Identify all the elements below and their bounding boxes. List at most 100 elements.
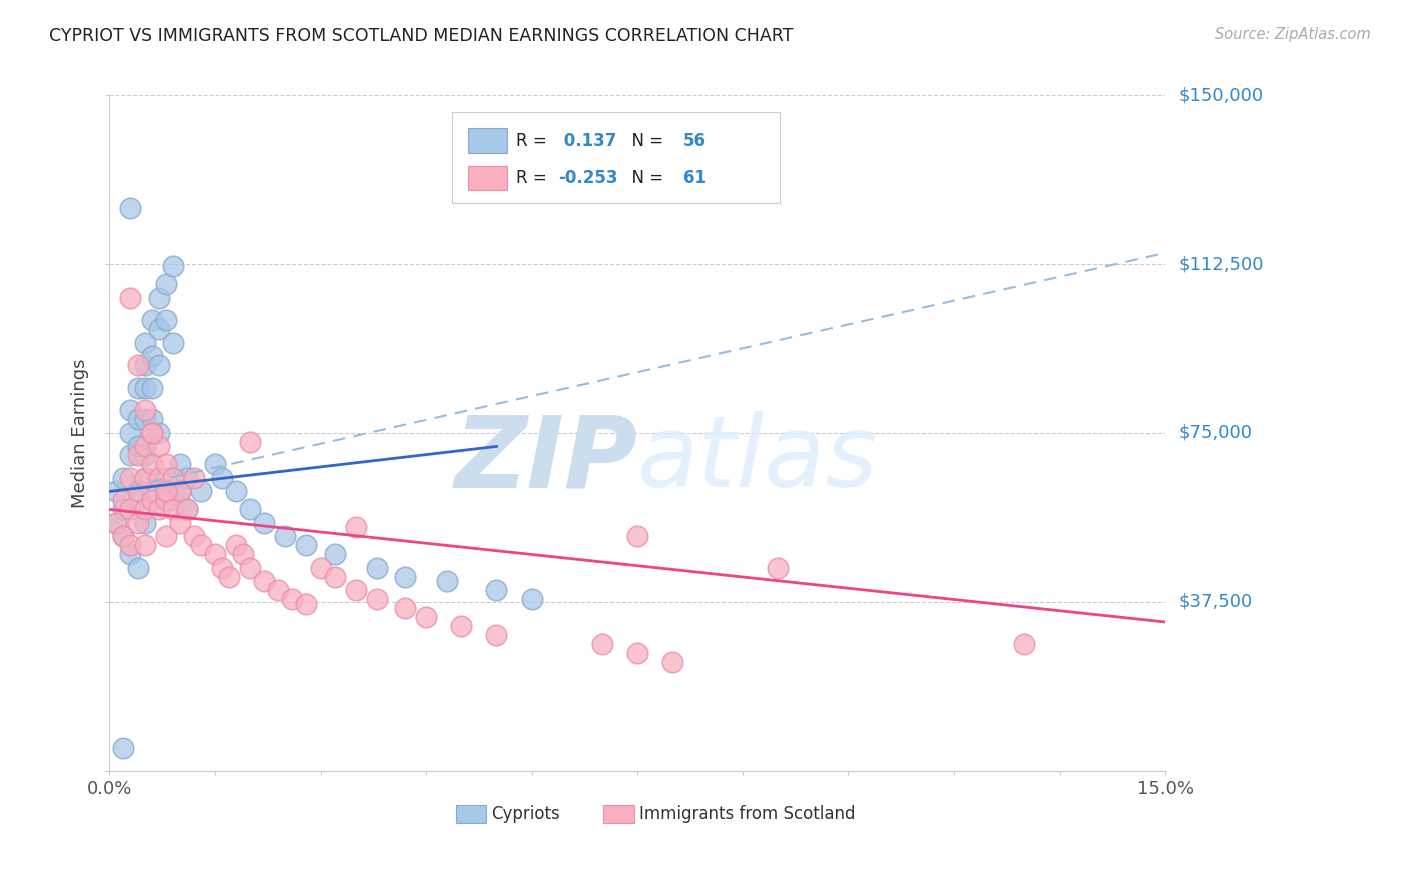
Point (112, 471, 135, 485)
Point (281, 592, 304, 607)
Point (162, 260, 184, 274)
FancyBboxPatch shape (456, 805, 486, 822)
Point (485, 583, 508, 598)
Text: CYPRIOT VS IMMIGRANTS FROM SCOTLAND MEDIAN EARNINGS CORRELATION CHART: CYPRIOT VS IMMIGRANTS FROM SCOTLAND MEDI… (49, 27, 793, 45)
Point (239, 502, 262, 516)
Point (127, 359, 149, 373)
Point (134, 471, 156, 485)
Point (112, 741, 135, 756)
Point (148, 425, 170, 440)
Text: $150,000: $150,000 (1180, 87, 1264, 104)
Point (105, 484, 128, 499)
Point (211, 471, 233, 485)
Point (239, 434, 262, 449)
Point (183, 529, 205, 543)
Point (253, 516, 276, 530)
Point (1014, 638, 1036, 652)
Point (141, 458, 163, 472)
Point (127, 439, 149, 453)
Point (183, 471, 205, 485)
Point (169, 484, 191, 499)
Text: Cypriots: Cypriots (492, 805, 560, 822)
Text: N =: N = (621, 169, 669, 186)
Point (155, 277, 177, 292)
Point (120, 403, 142, 417)
Point (450, 619, 472, 633)
Point (323, 570, 346, 584)
Point (127, 381, 149, 395)
Point (127, 561, 149, 575)
Point (591, 638, 613, 652)
Text: -0.253: -0.253 (558, 169, 617, 186)
Point (415, 610, 437, 624)
Point (112, 493, 135, 508)
Point (232, 548, 254, 562)
Point (134, 449, 156, 463)
Text: Immigrants from Scotland: Immigrants from Scotland (640, 805, 856, 822)
Point (218, 570, 240, 584)
Point (112, 502, 135, 516)
Point (155, 493, 177, 508)
Point (134, 335, 156, 350)
Point (239, 561, 262, 575)
Point (148, 359, 170, 373)
Point (176, 502, 198, 516)
Point (274, 529, 297, 543)
Point (134, 471, 156, 485)
Point (127, 412, 149, 426)
Point (148, 322, 170, 336)
Point (112, 529, 135, 543)
Point (120, 201, 142, 215)
Point (661, 656, 683, 670)
Point (120, 449, 142, 463)
Point (436, 574, 458, 589)
Point (148, 502, 170, 516)
Point (211, 561, 233, 575)
FancyBboxPatch shape (468, 166, 508, 190)
Text: 0.137: 0.137 (558, 132, 616, 150)
Text: $37,500: $37,500 (1180, 592, 1253, 611)
Point (323, 548, 346, 562)
Point (148, 471, 170, 485)
Point (134, 539, 156, 553)
Point (176, 502, 198, 516)
Point (204, 548, 226, 562)
FancyBboxPatch shape (468, 128, 508, 153)
Point (394, 601, 416, 615)
Point (162, 493, 184, 508)
Point (225, 539, 247, 553)
Point (127, 484, 149, 499)
Point (105, 516, 128, 530)
Text: $75,000: $75,000 (1180, 424, 1253, 442)
Point (127, 449, 149, 463)
Point (626, 647, 648, 661)
Point (394, 570, 416, 584)
Point (155, 471, 177, 485)
Point (134, 403, 156, 417)
Point (112, 529, 135, 543)
Point (134, 359, 156, 373)
Point (162, 502, 184, 516)
Text: R =: R = (516, 132, 551, 150)
Point (141, 313, 163, 327)
Text: ZIP: ZIP (454, 411, 637, 508)
FancyBboxPatch shape (603, 805, 634, 822)
Point (309, 561, 332, 575)
Text: R =: R = (516, 169, 551, 186)
Text: 61: 61 (683, 169, 706, 186)
Point (169, 484, 191, 499)
Point (366, 561, 388, 575)
Point (253, 574, 276, 589)
Point (120, 471, 142, 485)
Point (155, 458, 177, 472)
Text: $112,500: $112,500 (1180, 255, 1264, 273)
Text: Source: ZipAtlas.com: Source: ZipAtlas.com (1215, 27, 1371, 42)
Point (176, 471, 198, 485)
Point (134, 516, 156, 530)
Point (127, 493, 149, 508)
Point (190, 539, 212, 553)
Text: N =: N = (621, 132, 669, 150)
Point (162, 335, 184, 350)
Point (225, 484, 247, 499)
Point (155, 313, 177, 327)
